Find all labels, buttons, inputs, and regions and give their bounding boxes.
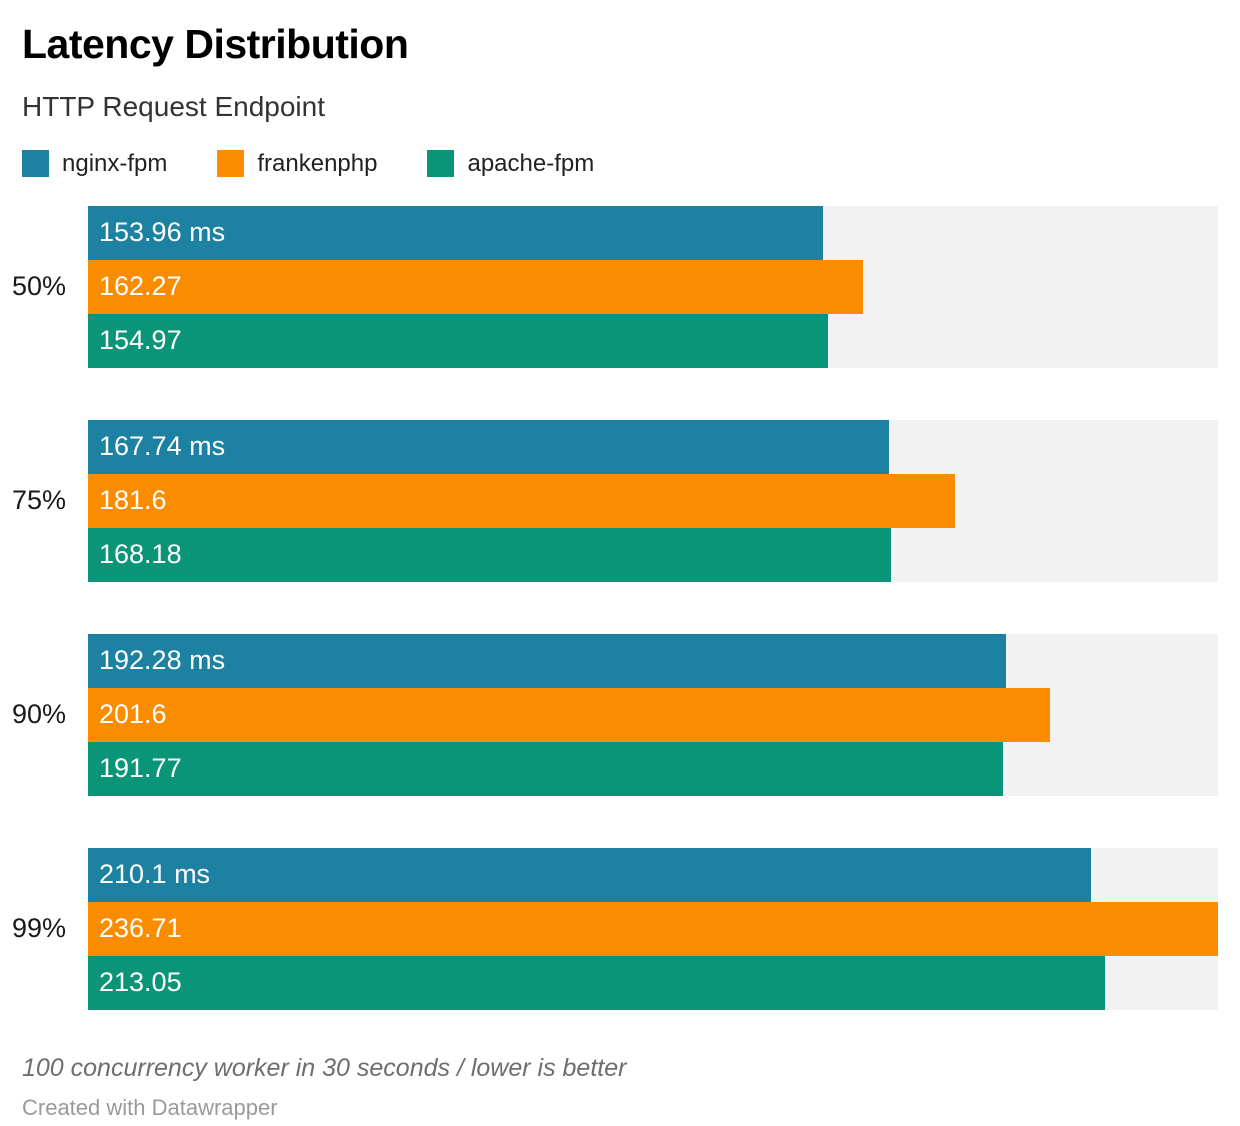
bar-frankenphp: 162.27 — [88, 259, 863, 314]
bar-value-label: 191.77 — [99, 753, 182, 784]
category-group: 90% 192.28 ms 201.6 191.77 — [11, 633, 1218, 796]
bar-apache-fpm: 154.97 — [88, 313, 828, 368]
legend-label: frankenphp — [257, 150, 378, 178]
bar-track: 167.74 ms 181.6 168.18 — [88, 419, 1218, 582]
legend-swatch-icon — [217, 149, 245, 177]
bar-chart: 50% 153.96 ms 162.27 154.97 75% 167.74 ms 181.… — [11, 205, 1218, 1010]
bar-value-label: 168.18 — [99, 539, 182, 570]
chart-footer: 100 concurrency worker in 30 seconds / l… — [22, 1053, 1218, 1121]
legend-swatch-icon — [427, 149, 455, 177]
category-tick-label: 50% — [11, 271, 66, 302]
legend-item-frankenphp: frankenphp — [217, 149, 378, 178]
bar-nginx-fpm: 210.1 ms — [88, 847, 1091, 902]
bar-frankenphp: 201.6 — [88, 687, 1051, 742]
bar-value-label: 210.1 ms — [99, 859, 211, 890]
page-subtitle: HTTP Request Endpoint — [22, 91, 325, 123]
bar-frankenphp: 236.71 — [88, 901, 1218, 956]
legend-item-nginx-fpm: nginx-fpm — [22, 149, 168, 178]
category-tick-label: 99% — [11, 913, 66, 944]
bar-frankenphp: 181.6 — [88, 473, 955, 528]
bar-apache-fpm: 213.05 — [88, 955, 1106, 1010]
bar-value-label: 181.6 — [99, 485, 167, 516]
bar-apache-fpm: 191.77 — [88, 741, 1004, 796]
bar-value-label: 236.71 — [99, 913, 182, 944]
category-group: 50% 153.96 ms 162.27 154.97 — [11, 205, 1218, 368]
legend-item-apache-fpm: apache-fpm — [427, 149, 595, 178]
legend: nginx-fpm frankenphp apache-fpm — [22, 149, 1218, 178]
bar-value-label: 201.6 — [99, 699, 167, 730]
category-group: 99% 210.1 ms 236.71 213.05 — [11, 847, 1218, 1010]
bar-track: 210.1 ms 236.71 213.05 — [88, 847, 1218, 1010]
legend-swatch-icon — [22, 149, 49, 177]
legend-label: nginx-fpm — [62, 150, 168, 178]
bar-value-label: 154.97 — [99, 325, 182, 356]
category-group: 75% 167.74 ms 181.6 168.18 — [11, 419, 1218, 582]
bar-track: 192.28 ms 201.6 191.77 — [88, 633, 1218, 796]
bar-nginx-fpm: 167.74 ms — [88, 419, 889, 474]
footer-note: 100 concurrency worker in 30 seconds / l… — [22, 1053, 627, 1082]
bar-apache-fpm: 168.18 — [88, 527, 891, 582]
page-title: Latency Distribution — [22, 21, 409, 67]
bar-nginx-fpm: 192.28 ms — [88, 633, 1006, 688]
bar-value-label: 162.27 — [99, 271, 182, 302]
category-tick-label: 75% — [11, 485, 66, 516]
bar-value-label: 167.74 ms — [99, 431, 226, 462]
bar-value-label: 153.96 ms — [99, 217, 226, 248]
bar-value-label: 192.28 ms — [99, 645, 226, 676]
legend-label: apache-fpm — [467, 150, 595, 178]
category-tick-label: 90% — [11, 699, 66, 730]
bar-value-label: 213.05 — [99, 967, 182, 998]
bar-track: 153.96 ms 162.27 154.97 — [88, 205, 1218, 368]
datawrapper-attribution: Created with Datawrapper — [22, 1094, 278, 1120]
bar-nginx-fpm: 153.96 ms — [88, 205, 823, 260]
